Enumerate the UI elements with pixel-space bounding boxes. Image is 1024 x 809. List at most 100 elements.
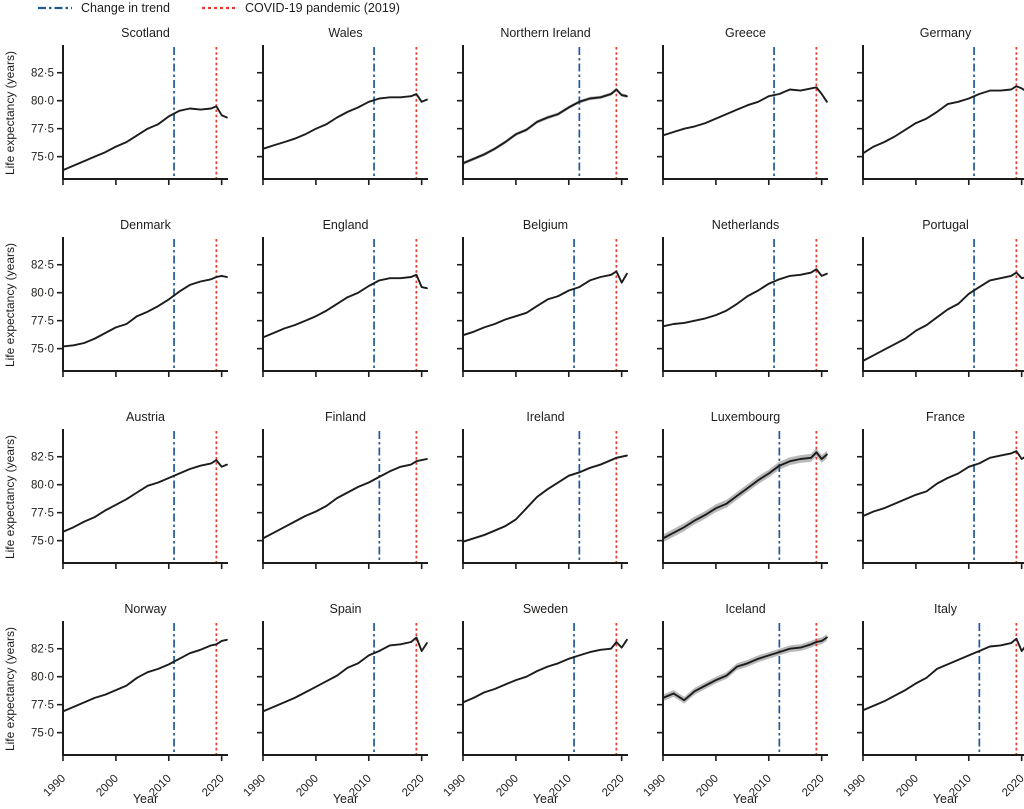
panel-title: Finland <box>325 410 366 424</box>
panel-title: England <box>323 218 369 232</box>
panel-luxembourg: Luxembourg <box>657 410 828 569</box>
panel-northern-ireland: Northern Ireland <box>457 26 628 185</box>
y-tick-label: 80·0 <box>31 288 54 300</box>
life-expectancy-line <box>262 93 428 150</box>
panel-ireland: Ireland <box>457 410 628 569</box>
x-axis-title: Year <box>733 792 758 806</box>
panel-title: Wales <box>328 26 362 40</box>
panel-title: Greece <box>725 26 766 40</box>
panel-title: Scotland <box>121 26 170 40</box>
panel-austria: 75·0 77·5 80·0 82·5 Austria Life expectancy (… <box>3 410 228 569</box>
y-tick-label: 82·5 <box>31 452 54 464</box>
y-axis-title: Life expectancy (years) <box>3 243 17 367</box>
life-expectancy-line <box>662 451 828 540</box>
confidence-band <box>463 454 627 543</box>
legend-item-covid: COVID-19 pandemic (2019) <box>200 1 400 15</box>
x-tick-label: 2020 <box>400 773 427 800</box>
panel-title: France <box>926 410 965 424</box>
life-expectancy-line <box>62 459 228 533</box>
y-tick-label: 82·5 <box>31 644 54 656</box>
panel-title: Norway <box>124 602 167 616</box>
y-tick-label: 77·5 <box>31 508 54 520</box>
panel-greece: Greece <box>657 26 828 185</box>
confidence-band <box>263 458 427 540</box>
life-expectancy-line <box>62 638 228 713</box>
panel-title: Italy <box>934 602 958 616</box>
confidence-band <box>663 634 827 704</box>
y-tick-label: 82·5 <box>31 260 54 272</box>
x-tick-label: 2000 <box>694 773 721 800</box>
x-tick-label: 1990 <box>42 773 69 800</box>
x-axis-title: Year <box>933 792 958 806</box>
y-tick-label: 75·0 <box>31 152 54 164</box>
y-tick-label: 80·0 <box>31 480 54 492</box>
y-tick-label: 82·5 <box>31 68 54 80</box>
y-tick-label: 75·0 <box>31 728 54 740</box>
y-tick-label: 77·5 <box>31 316 54 328</box>
life-expectancy-line <box>462 454 628 543</box>
panel-england: England <box>257 218 428 377</box>
x-tick-label: 2020 <box>600 773 627 800</box>
panel-wales: Wales <box>257 26 428 185</box>
panel-title: Ireland <box>526 410 564 424</box>
life-expectancy-line <box>662 86 828 137</box>
life-expectancy-line <box>862 271 1024 362</box>
panel-finland: Finland <box>257 410 428 569</box>
panel-scotland: 75·0 77·5 80·0 82·5 Scotland Life expectancy … <box>3 26 228 185</box>
panel-title: Luxembourg <box>711 410 781 424</box>
confidence-band <box>63 105 227 171</box>
panel-title: Belgium <box>523 218 568 232</box>
panel-denmark: 75·0 77·5 80·0 82·5 Denmark Life expectancy (… <box>3 218 228 377</box>
panel-belgium: Belgium <box>457 218 628 377</box>
panel-title: Sweden <box>523 602 568 616</box>
x-tick-label: 1990 <box>642 773 669 800</box>
panel-portugal: Portugal <box>857 218 1024 377</box>
y-tick-label: 77·5 <box>31 700 54 712</box>
x-tick-label: 1990 <box>442 773 469 800</box>
y-tick-label: 80·0 <box>31 96 54 108</box>
life-expectancy-line <box>662 268 828 328</box>
x-tick-label: 1990 <box>242 773 269 800</box>
life-expectancy-line <box>262 458 428 540</box>
panel-title: Austria <box>126 410 165 424</box>
confidence-band <box>663 448 827 543</box>
life-expectancy-line <box>62 105 228 172</box>
life-expectancy-line <box>262 273 428 339</box>
panel-france: France <box>857 410 1024 569</box>
x-tick-label: 2000 <box>894 773 921 800</box>
legend-item-change-in-trend: Change in trend <box>36 1 170 15</box>
confidence-band <box>863 85 1024 154</box>
life-expectancy-line <box>662 636 828 702</box>
life-expectancy-line <box>862 85 1024 155</box>
panel-title: Denmark <box>120 218 171 232</box>
panel-title: Germany <box>920 26 972 40</box>
y-tick-label: 75·0 <box>31 536 54 548</box>
life-expectancy-line <box>862 637 1024 712</box>
y-tick-label: 75·0 <box>31 344 54 356</box>
x-tick-label: 2000 <box>94 773 121 800</box>
y-axis-title: Life expectancy (years) <box>3 435 17 559</box>
x-axis-title: Year <box>133 792 158 806</box>
y-axis-title: Life expectancy (years) <box>3 51 17 175</box>
legend-label-covid: COVID-19 pandemic (2019) <box>244 1 400 15</box>
panel-title: Iceland <box>725 602 765 616</box>
x-tick-label: 2020 <box>1000 773 1024 800</box>
life-expectancy-line <box>462 638 628 704</box>
panel-title: Portugal <box>922 218 969 232</box>
life-expectancy-line <box>262 636 428 713</box>
y-tick-label: 80·0 <box>31 672 54 684</box>
life-expectancy-line <box>462 88 628 165</box>
panel-germany: Germany <box>857 26 1024 185</box>
confidence-band <box>63 275 227 348</box>
x-tick-label: 2020 <box>200 773 227 800</box>
x-tick-label: 2000 <box>494 773 521 800</box>
panel-title: Netherlands <box>712 218 779 232</box>
legend-label-change-in-trend: Change in trend <box>81 1 170 15</box>
panel-title: Spain <box>330 602 362 616</box>
trend-line-swatch <box>38 6 72 10</box>
